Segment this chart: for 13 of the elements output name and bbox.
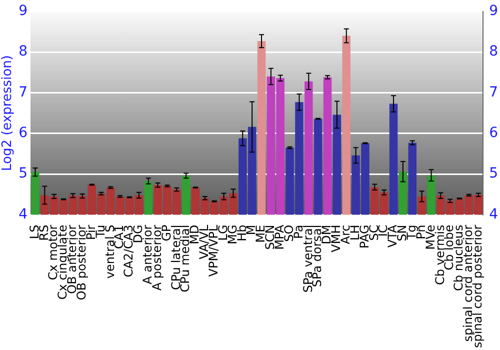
- y2-tick-label: 5: [489, 166, 498, 182]
- y2-tick-label: 9: [489, 3, 498, 20]
- y2-tick-label: 4: [489, 206, 498, 222]
- y-tick-label: 5: [18, 166, 28, 182]
- y-tick-label: 4: [18, 206, 28, 222]
- y-tick-label: 7: [18, 84, 28, 100]
- y2-tick-label: 6: [489, 125, 498, 142]
- y-tick-label: 8: [18, 44, 28, 60]
- y2-tick-label: 7: [489, 84, 498, 100]
- y-tick-label: 9: [18, 3, 28, 20]
- y2-tick-label: 8: [489, 44, 498, 60]
- y-axis-title: Log2 (expression): [0, 55, 16, 172]
- y-tick-label: 6: [18, 125, 28, 142]
